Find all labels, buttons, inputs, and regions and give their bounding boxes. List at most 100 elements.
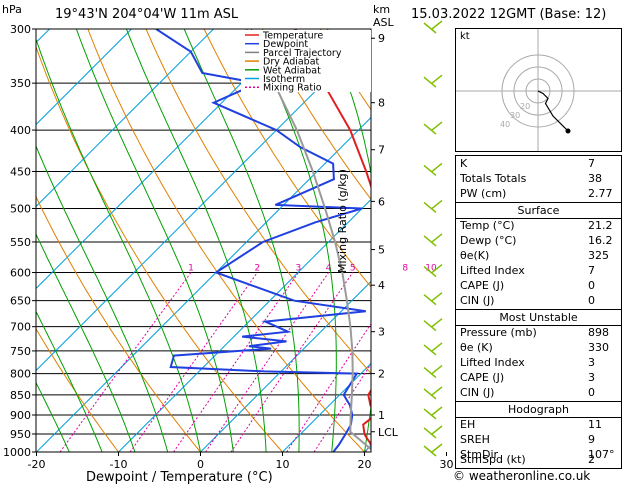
pressure-tick-label: 850 [10,389,31,402]
plot-area [36,29,431,452]
hodo-row-last: StmSpd (kt) 2 [455,453,622,468]
pressure-tick-label: 400 [10,124,31,137]
wind-barb [423,318,443,332]
footer-credit: © weatheronline.co.uk [453,469,591,483]
legend-label: Isotherm [263,74,305,85]
pressure-tick-label: 550 [10,236,31,249]
pressure-tick-label: 750 [10,345,31,358]
surface-header: Surface [456,202,621,219]
mixing-ratio-line [230,272,354,452]
hodo-row: SREH 9 [460,433,595,446]
index-row: Totals Totals 38 [456,171,621,186]
wind-barb [423,292,443,306]
mixing-ratio-line [173,272,299,452]
hodograph-end-marker [565,128,571,134]
mixing-ratio-label: 10 [425,264,437,274]
legend-label: Dewpoint [263,39,308,50]
wind-barb [423,342,443,356]
km-tick-label: 9 [378,32,385,45]
isotherm-line [36,34,371,372]
hodograph-trace [537,90,569,132]
legend-box [241,30,371,92]
isotherm-line [36,29,132,126]
mixing-ratio-label: 5 [350,264,356,274]
wet-adiabat-line [397,29,431,452]
location-label: 19°43'N 204°04'W 11m ASL [55,7,239,22]
plot-frame [35,28,372,453]
km-tick-label: 7 [378,144,385,157]
x-tick-label: 0 [197,458,204,471]
hodograph-ring-label: 20 [520,102,530,111]
wind-barb [423,443,443,457]
unstable-row: CIN (J) 0 [460,386,595,399]
km-tick-label: 2 [378,368,385,381]
series-temperature [294,29,371,447]
dry-adiabat-line [87,29,365,452]
wind-barb [423,74,443,88]
unstable-header: Most Unstable [456,309,621,326]
x-tick-label: 10 [276,458,290,471]
hodograph-ring-label: 40 [500,120,510,129]
series-dewpoint [155,29,366,452]
index-label: StmSpd (kt) [460,453,526,466]
hodograph-ring-label: 30 [510,111,520,120]
wind-barb [423,233,443,247]
mixing-ratio-label: 8 [402,264,408,274]
surface-row: CIN (J) 0 [460,294,595,307]
wind-barb [423,199,443,214]
wind-barb [423,406,443,420]
dry-adiabat-line [36,45,283,452]
surface-row: CAPE (J) 0 [460,279,595,292]
x-tick-label: 20 [358,458,372,471]
surface-row: θe(K) 325 [460,249,609,262]
unstable-row: CAPE (J) 3 [460,371,595,384]
pressure-tick-label: 900 [10,409,31,422]
mixing-ratio-label: 3 [296,264,302,274]
pressure-tick-label: 800 [10,368,31,381]
mixing-ratio-line [129,272,258,452]
km-tick-label: 1 [378,409,385,422]
x-tick-label: -10 [110,458,128,471]
index-value: 7 [588,157,595,170]
isotherm-line [36,29,296,290]
legend-label: Mixing Ratio [263,83,322,94]
wet-adiabat-line [36,37,201,452]
hodo-row: EH 11 [460,418,602,431]
x-tick-label: 30 [440,458,454,471]
wind-barb [423,386,443,400]
pressure-tick-label: 500 [10,202,31,215]
pressure-tick-label: 300 [10,23,31,36]
dry-adiabat-line [145,29,371,374]
dry-adiabat-line [203,29,371,288]
wind-barb [423,162,443,177]
legend-label: Temperature [262,31,323,42]
index-value: 2 [588,453,595,466]
index-label: K [460,157,468,170]
legend-label: Parcel Trajectory [263,48,342,59]
km-tick-label: 4 [378,279,385,292]
isotherm-line [200,280,371,452]
wet-adiabat-line [36,232,136,452]
km-tick-label: 8 [378,97,385,110]
pressure-tick-label: 950 [10,428,31,441]
km-tick-label: 5 [378,244,385,257]
surface-row: Dewp (°C) 16.2 [460,234,613,247]
wind-barb [423,365,443,379]
pressure-tick-label: 350 [10,77,31,90]
surface-row: Temp (°C) 21.2 [460,219,613,232]
mixing-ratio-label: 1 [188,264,194,274]
km-label: km [373,3,391,16]
mixing-ratio-axis-title: Mixing Ratio (g/kg) [336,169,349,273]
legend-label: Wet Adiabat [263,65,321,76]
mixing-ratio-line [313,363,371,452]
wet-adiabat-line [75,29,234,452]
dry-adiabat-line [261,29,371,201]
pressure-tick-label: 600 [10,267,31,280]
hodograph-box: 20 30 40 kt [455,28,622,152]
wet-adiabat-line [36,310,103,452]
hodograph-header: Hodograph [456,401,621,418]
series-parcel-trajectory [245,29,371,451]
